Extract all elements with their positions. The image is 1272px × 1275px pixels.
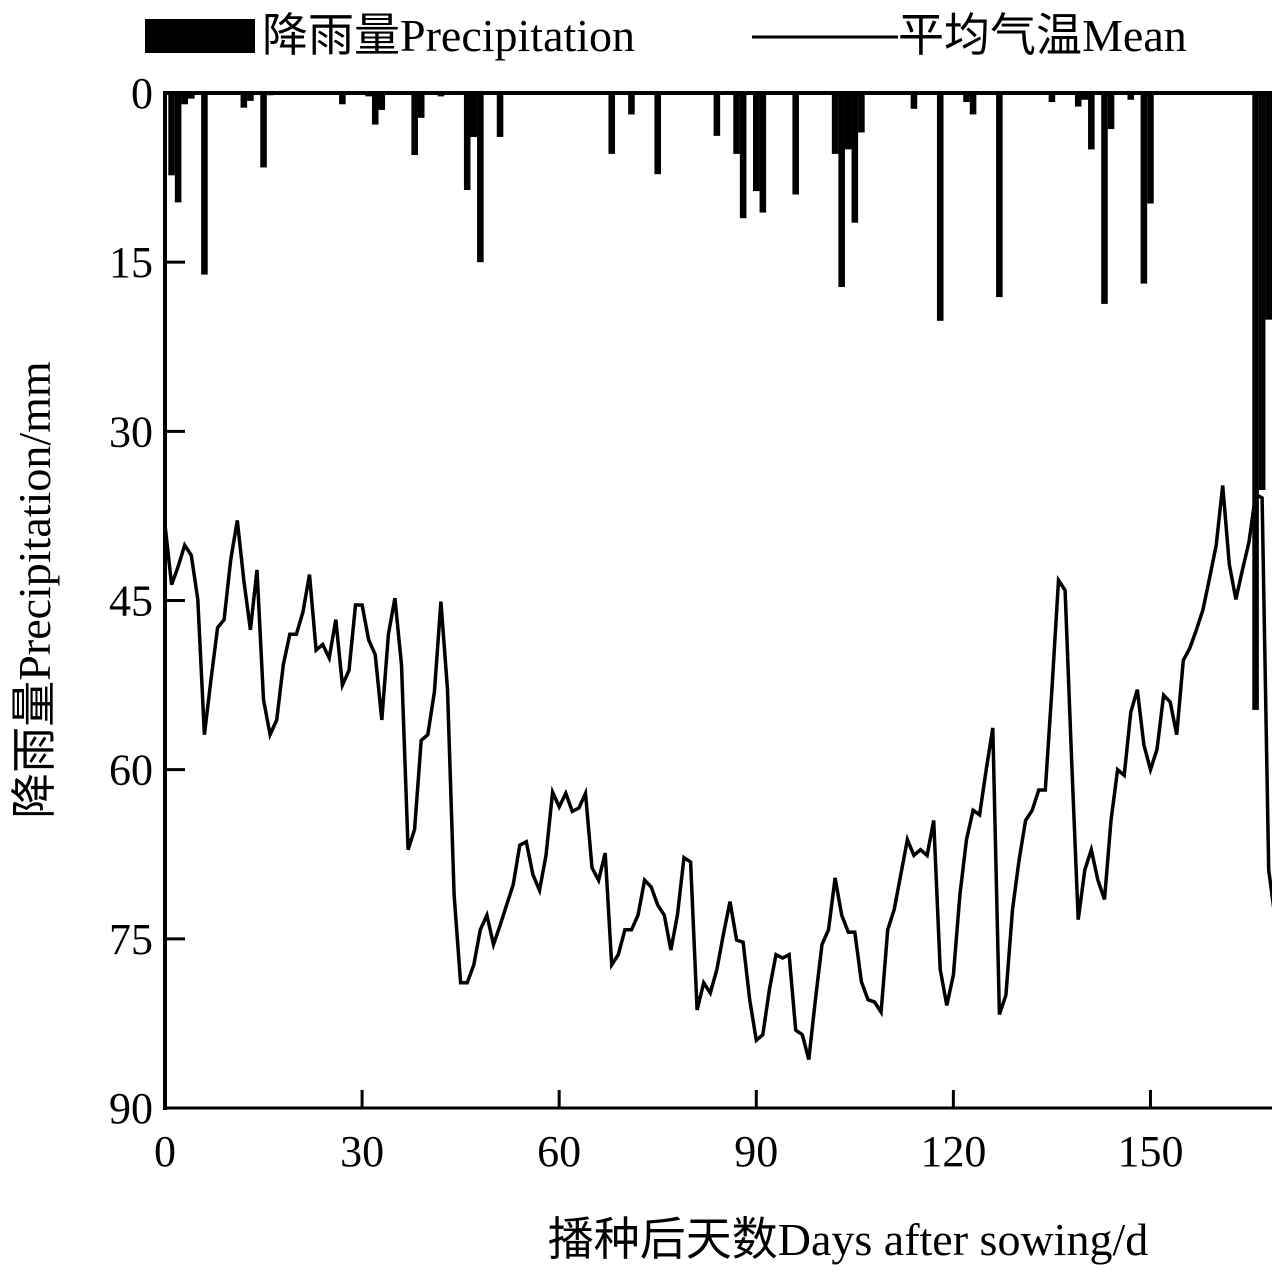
x-axis-title: 播种后天数Days after sowing/d <box>548 1214 1148 1265</box>
precipitation-bar <box>759 93 767 213</box>
precipitation-bar <box>463 93 471 190</box>
precipitation-bar <box>838 93 845 287</box>
precipitation-bar <box>174 93 182 203</box>
precipitation-bar <box>411 93 418 156</box>
precipitation-bar <box>752 93 760 192</box>
x-tick-label: 0 <box>154 1127 176 1176</box>
precipitation-bar <box>713 93 721 136</box>
precipitation-bar <box>963 93 970 103</box>
legend-bar-swatch <box>145 19 255 53</box>
precipitation-bar <box>1074 93 1082 107</box>
y-tick-label: 15 <box>109 238 153 287</box>
precipitation-bar <box>739 93 747 219</box>
precipitation-bar <box>168 93 175 176</box>
precipitation-bar <box>1088 93 1095 150</box>
y-axis-title: 降雨量Precipitation/mm <box>9 361 60 819</box>
y-tick-label: 75 <box>109 915 153 964</box>
precipitation-bar <box>1048 93 1056 103</box>
legend-label-precipitation: 降雨量Precipitation <box>262 10 635 61</box>
precipitation-bar <box>858 93 865 133</box>
precipitation-bar <box>187 93 195 99</box>
precipitation-bar <box>247 93 254 101</box>
precipitation-bar <box>240 93 248 108</box>
legend: 降雨量Precipitation 平均气温Mean <box>145 10 1187 61</box>
precipitation-bar <box>181 93 188 105</box>
precipitation-bar <box>608 93 616 154</box>
precipitation-bar <box>792 93 799 195</box>
x-tick-label: 90 <box>734 1127 778 1176</box>
precipitation-bar <box>733 93 740 154</box>
precipitation-bar <box>851 93 859 223</box>
legend-label-mean-temperature: 平均气温Mean <box>898 10 1187 61</box>
precipitation-bar <box>1101 93 1108 304</box>
precipitation-bar <box>1127 93 1135 100</box>
y-tick-label: 0 <box>131 69 153 118</box>
precipitation-bar <box>260 93 267 168</box>
precipitation-bar <box>496 93 504 137</box>
precipitation-bar <box>339 93 346 105</box>
precipitation-bar <box>654 93 662 175</box>
precipitation-bar <box>1147 93 1154 204</box>
x-tick-label: 30 <box>340 1127 384 1176</box>
precipitation-bar <box>417 93 425 118</box>
mean-temperature-line <box>165 485 1272 1060</box>
precipitation-bar <box>378 93 386 110</box>
precipitation-bar <box>1252 93 1259 710</box>
y-tick-label: 60 <box>109 746 153 795</box>
precipitation-bar <box>936 93 944 321</box>
precipitation-bar <box>628 93 635 115</box>
plot-area <box>165 93 1272 1060</box>
precipitation-bar <box>1140 93 1148 284</box>
x-tick-label: 60 <box>537 1127 581 1176</box>
precipitation-bar <box>201 93 208 275</box>
precipitation-bar <box>910 93 918 109</box>
precipitation-bar <box>1107 93 1115 130</box>
y-tick-label: 45 <box>109 577 153 626</box>
precipitation-bar <box>1081 93 1089 100</box>
precipitation-bar <box>1265 93 1272 320</box>
precipitation-bar <box>371 93 379 125</box>
y-tick-label: 30 <box>109 407 153 456</box>
x-tick-label: 150 <box>1117 1127 1183 1176</box>
y-tick-label: 90 <box>109 1084 153 1133</box>
x-tick-label: 120 <box>920 1127 986 1176</box>
precipitation-bar <box>477 93 484 263</box>
precipitation-bar <box>996 93 1003 298</box>
precipitation-bar <box>969 93 977 115</box>
precipitation-bar <box>844 93 852 150</box>
precipitation-bar <box>831 93 839 154</box>
precipitation-bar <box>470 93 478 137</box>
precipitation-bar <box>1258 93 1266 490</box>
